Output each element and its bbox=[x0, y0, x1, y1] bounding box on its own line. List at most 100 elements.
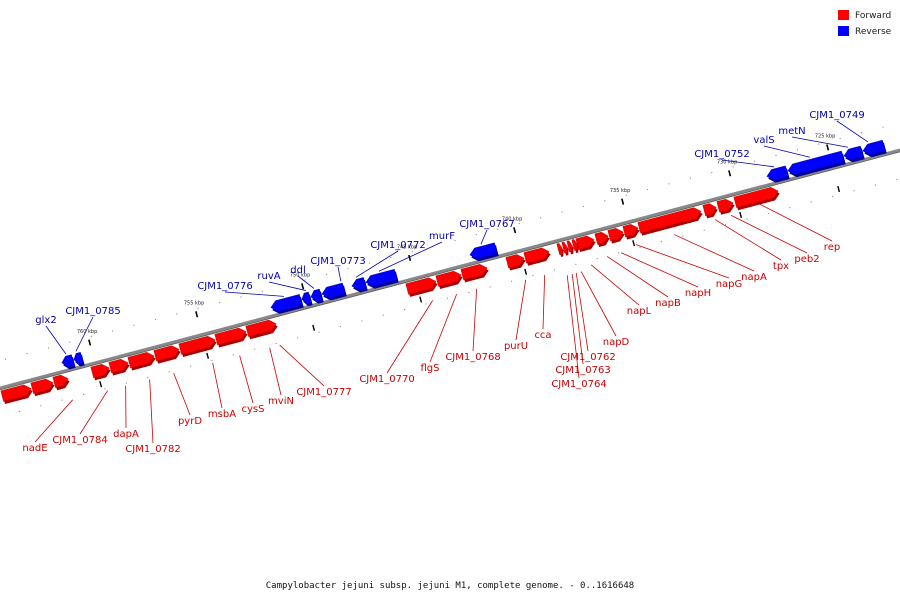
legend-forward-swatch bbox=[838, 10, 849, 20]
scale-tick bbox=[99, 381, 103, 388]
forward-gene-arrow[interactable] bbox=[214, 327, 247, 346]
minor-tick bbox=[810, 201, 812, 203]
forward-gene-arrow[interactable] bbox=[622, 224, 639, 238]
minor-tick bbox=[261, 290, 263, 292]
reverse-gene-arrow[interactable] bbox=[270, 294, 303, 312]
reverse-gene-arrow[interactable] bbox=[73, 352, 84, 365]
minor-tick bbox=[69, 341, 71, 343]
scale-tick bbox=[837, 185, 841, 193]
reverse-gene-arrow[interactable] bbox=[61, 354, 75, 368]
forward-gene-arrow[interactable] bbox=[523, 247, 550, 264]
gene-label-leader bbox=[515, 279, 527, 341]
minor-tick bbox=[746, 218, 748, 220]
minor-tick bbox=[861, 132, 863, 134]
scale-tick-label: 755 kbp bbox=[184, 301, 204, 307]
gene-label-napl: napL bbox=[627, 306, 652, 317]
forward-gene-arrow[interactable] bbox=[607, 228, 624, 242]
forward-gene-arrow[interactable] bbox=[435, 270, 462, 287]
reverse-gene-arrow[interactable] bbox=[365, 268, 398, 287]
reverse-gene-arrow[interactable] bbox=[843, 145, 864, 161]
scale-tick bbox=[728, 170, 732, 177]
forward-gene-arrow[interactable] bbox=[702, 203, 717, 217]
forward-gene-arrow[interactable] bbox=[108, 358, 129, 374]
forward-gene-arrow[interactable] bbox=[733, 187, 779, 208]
minor-tick bbox=[361, 320, 363, 322]
forward-gene-arrow[interactable] bbox=[0, 384, 32, 402]
forward-gene-arrow[interactable] bbox=[405, 277, 437, 295]
forward-gene-arrow[interactable] bbox=[30, 378, 54, 394]
gene-label-glx2: glx2 bbox=[35, 315, 56, 326]
gene-label-metn: metN bbox=[778, 126, 805, 137]
minor-tick bbox=[347, 268, 349, 270]
gene-label-leader bbox=[386, 300, 433, 374]
minor-tick bbox=[147, 376, 149, 378]
reverse-gene-arrow[interactable] bbox=[351, 277, 367, 291]
minor-tick bbox=[596, 258, 598, 260]
forward-gene-arrow[interactable] bbox=[178, 335, 216, 355]
forward-gene-arrow[interactable] bbox=[245, 319, 277, 337]
forward-gene-arrow[interactable] bbox=[571, 239, 578, 251]
forward-gene-arrow[interactable] bbox=[153, 345, 180, 362]
scale-tick bbox=[419, 296, 423, 303]
gene-label-leader bbox=[480, 229, 488, 245]
forward-gene-arrow[interactable] bbox=[556, 243, 563, 255]
reverse-gene-arrow[interactable] bbox=[787, 150, 845, 175]
scale-tick-label: 750 kbp bbox=[290, 273, 310, 279]
gene-label-leader bbox=[566, 275, 580, 379]
forward-gene-arrow[interactable] bbox=[637, 207, 702, 234]
forward-gene-arrow[interactable] bbox=[52, 374, 69, 389]
minor-tick bbox=[575, 263, 577, 265]
reverse-gene-arrow[interactable] bbox=[301, 291, 312, 304]
minor-tick bbox=[232, 354, 234, 356]
gene-label-cjm1-0776: CJM1_0776 bbox=[197, 281, 252, 292]
reverse-gene-arrow[interactable] bbox=[310, 288, 323, 302]
gene-label-msba: msbA bbox=[208, 409, 236, 420]
forward-gene-arrow[interactable] bbox=[127, 352, 155, 369]
forward-gene-arrow[interactable] bbox=[460, 264, 488, 281]
minor-tick bbox=[518, 222, 520, 224]
forward-gene-arrow[interactable] bbox=[561, 241, 568, 254]
minor-tick bbox=[382, 314, 384, 316]
minor-tick bbox=[390, 256, 392, 258]
reverse-gene-arrow[interactable] bbox=[766, 165, 789, 181]
forward-gene-arrow[interactable] bbox=[90, 363, 110, 378]
legend-forward-label: Forward bbox=[855, 11, 891, 21]
reverse-gene-arrow[interactable] bbox=[862, 139, 886, 155]
map-caption: Campylobacter jejuni subsp. jejuni M1, c… bbox=[266, 581, 634, 591]
gene-label-napa: napA bbox=[741, 272, 767, 283]
minor-tick bbox=[326, 273, 328, 275]
gene-label-cjm1-0762: CJM1_0762 bbox=[560, 352, 615, 363]
minor-tick bbox=[511, 280, 513, 282]
gene-label-leader bbox=[429, 293, 458, 363]
gene-label-ddl: ddl bbox=[290, 265, 305, 276]
minor-tick bbox=[647, 188, 649, 190]
reverse-gene-arrow[interactable] bbox=[321, 282, 346, 299]
scale-tick-label: 760 kbp bbox=[77, 329, 97, 335]
forward-gene-arrow[interactable] bbox=[716, 198, 734, 213]
gene-label-rep: rep bbox=[824, 242, 840, 253]
gene-label-leader bbox=[763, 145, 811, 158]
minor-tick bbox=[832, 195, 834, 197]
minor-tick bbox=[368, 262, 370, 264]
forward-gene-arrow[interactable] bbox=[505, 254, 525, 269]
gene-label-cjm1-0770: CJM1_0770 bbox=[359, 374, 414, 385]
gene-label-cyss: cysS bbox=[242, 404, 265, 415]
minor-tick bbox=[882, 126, 884, 128]
minor-tick bbox=[61, 399, 63, 401]
minor-tick bbox=[190, 365, 192, 367]
minor-tick bbox=[26, 353, 28, 355]
gene-label-leader bbox=[714, 219, 782, 261]
gene-label-napb: napB bbox=[655, 298, 681, 309]
forward-gene-arrow[interactable] bbox=[566, 240, 573, 253]
minor-tick bbox=[475, 234, 477, 236]
gene-label-cjm1-0785: CJM1_0785 bbox=[65, 306, 120, 317]
minor-tick bbox=[703, 229, 705, 231]
gene-label-dapa: dapA bbox=[113, 429, 139, 440]
forward-gene-arrow[interactable] bbox=[594, 231, 609, 245]
gene-label-leader bbox=[239, 355, 254, 404]
gene-label-leader bbox=[45, 325, 67, 355]
gene-label-cjm1-0767: CJM1_0767 bbox=[459, 219, 514, 230]
reverse-gene-arrow[interactable] bbox=[469, 242, 498, 259]
minor-tick bbox=[789, 207, 791, 209]
